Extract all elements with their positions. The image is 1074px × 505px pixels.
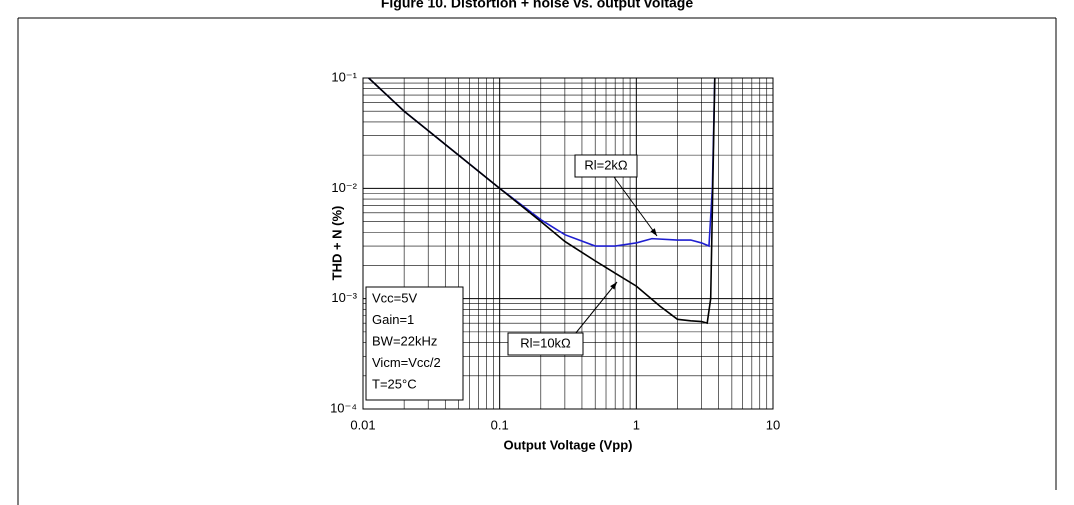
legend-label: Rl=10kΩ	[520, 335, 571, 350]
x-tick-label: 1	[633, 417, 640, 432]
x-tick-label: 0.01	[350, 417, 375, 432]
condition-text: Gain=1	[372, 312, 414, 327]
y-tick-label: 10⁻²	[331, 180, 357, 195]
y-tick-label: 10⁻¹	[331, 69, 357, 84]
x-tick-label: 0.1	[491, 417, 509, 432]
conditions-box	[365, 286, 464, 401]
condition-text: BW=22kHz	[372, 333, 437, 348]
y-tick-label: 10⁻³	[331, 290, 357, 305]
legend-box	[574, 154, 638, 178]
arrow-head	[610, 282, 617, 290]
condition-text: T=25°C	[372, 376, 417, 391]
y-axis-label: THD + N (%)	[329, 206, 344, 281]
legend-box	[507, 332, 584, 356]
condition-text: Vcc=5V	[372, 290, 417, 305]
chart-title: Figure 10. Distortion + noise vs. output…	[381, 0, 694, 11]
legend-label: Rl=2kΩ	[584, 157, 628, 172]
annotation-arrow	[574, 281, 618, 335]
plot-border	[362, 77, 774, 410]
annotation-arrow	[613, 176, 658, 237]
data-line	[368, 78, 716, 325]
arrow-head	[650, 228, 657, 236]
condition-text: Vicm=Vcc/2	[372, 355, 441, 370]
x-axis-label: Output Voltage (Vpp)	[503, 437, 632, 452]
x-tick-label: 10	[766, 417, 780, 432]
y-tick-label: 10⁻⁴	[330, 400, 357, 415]
